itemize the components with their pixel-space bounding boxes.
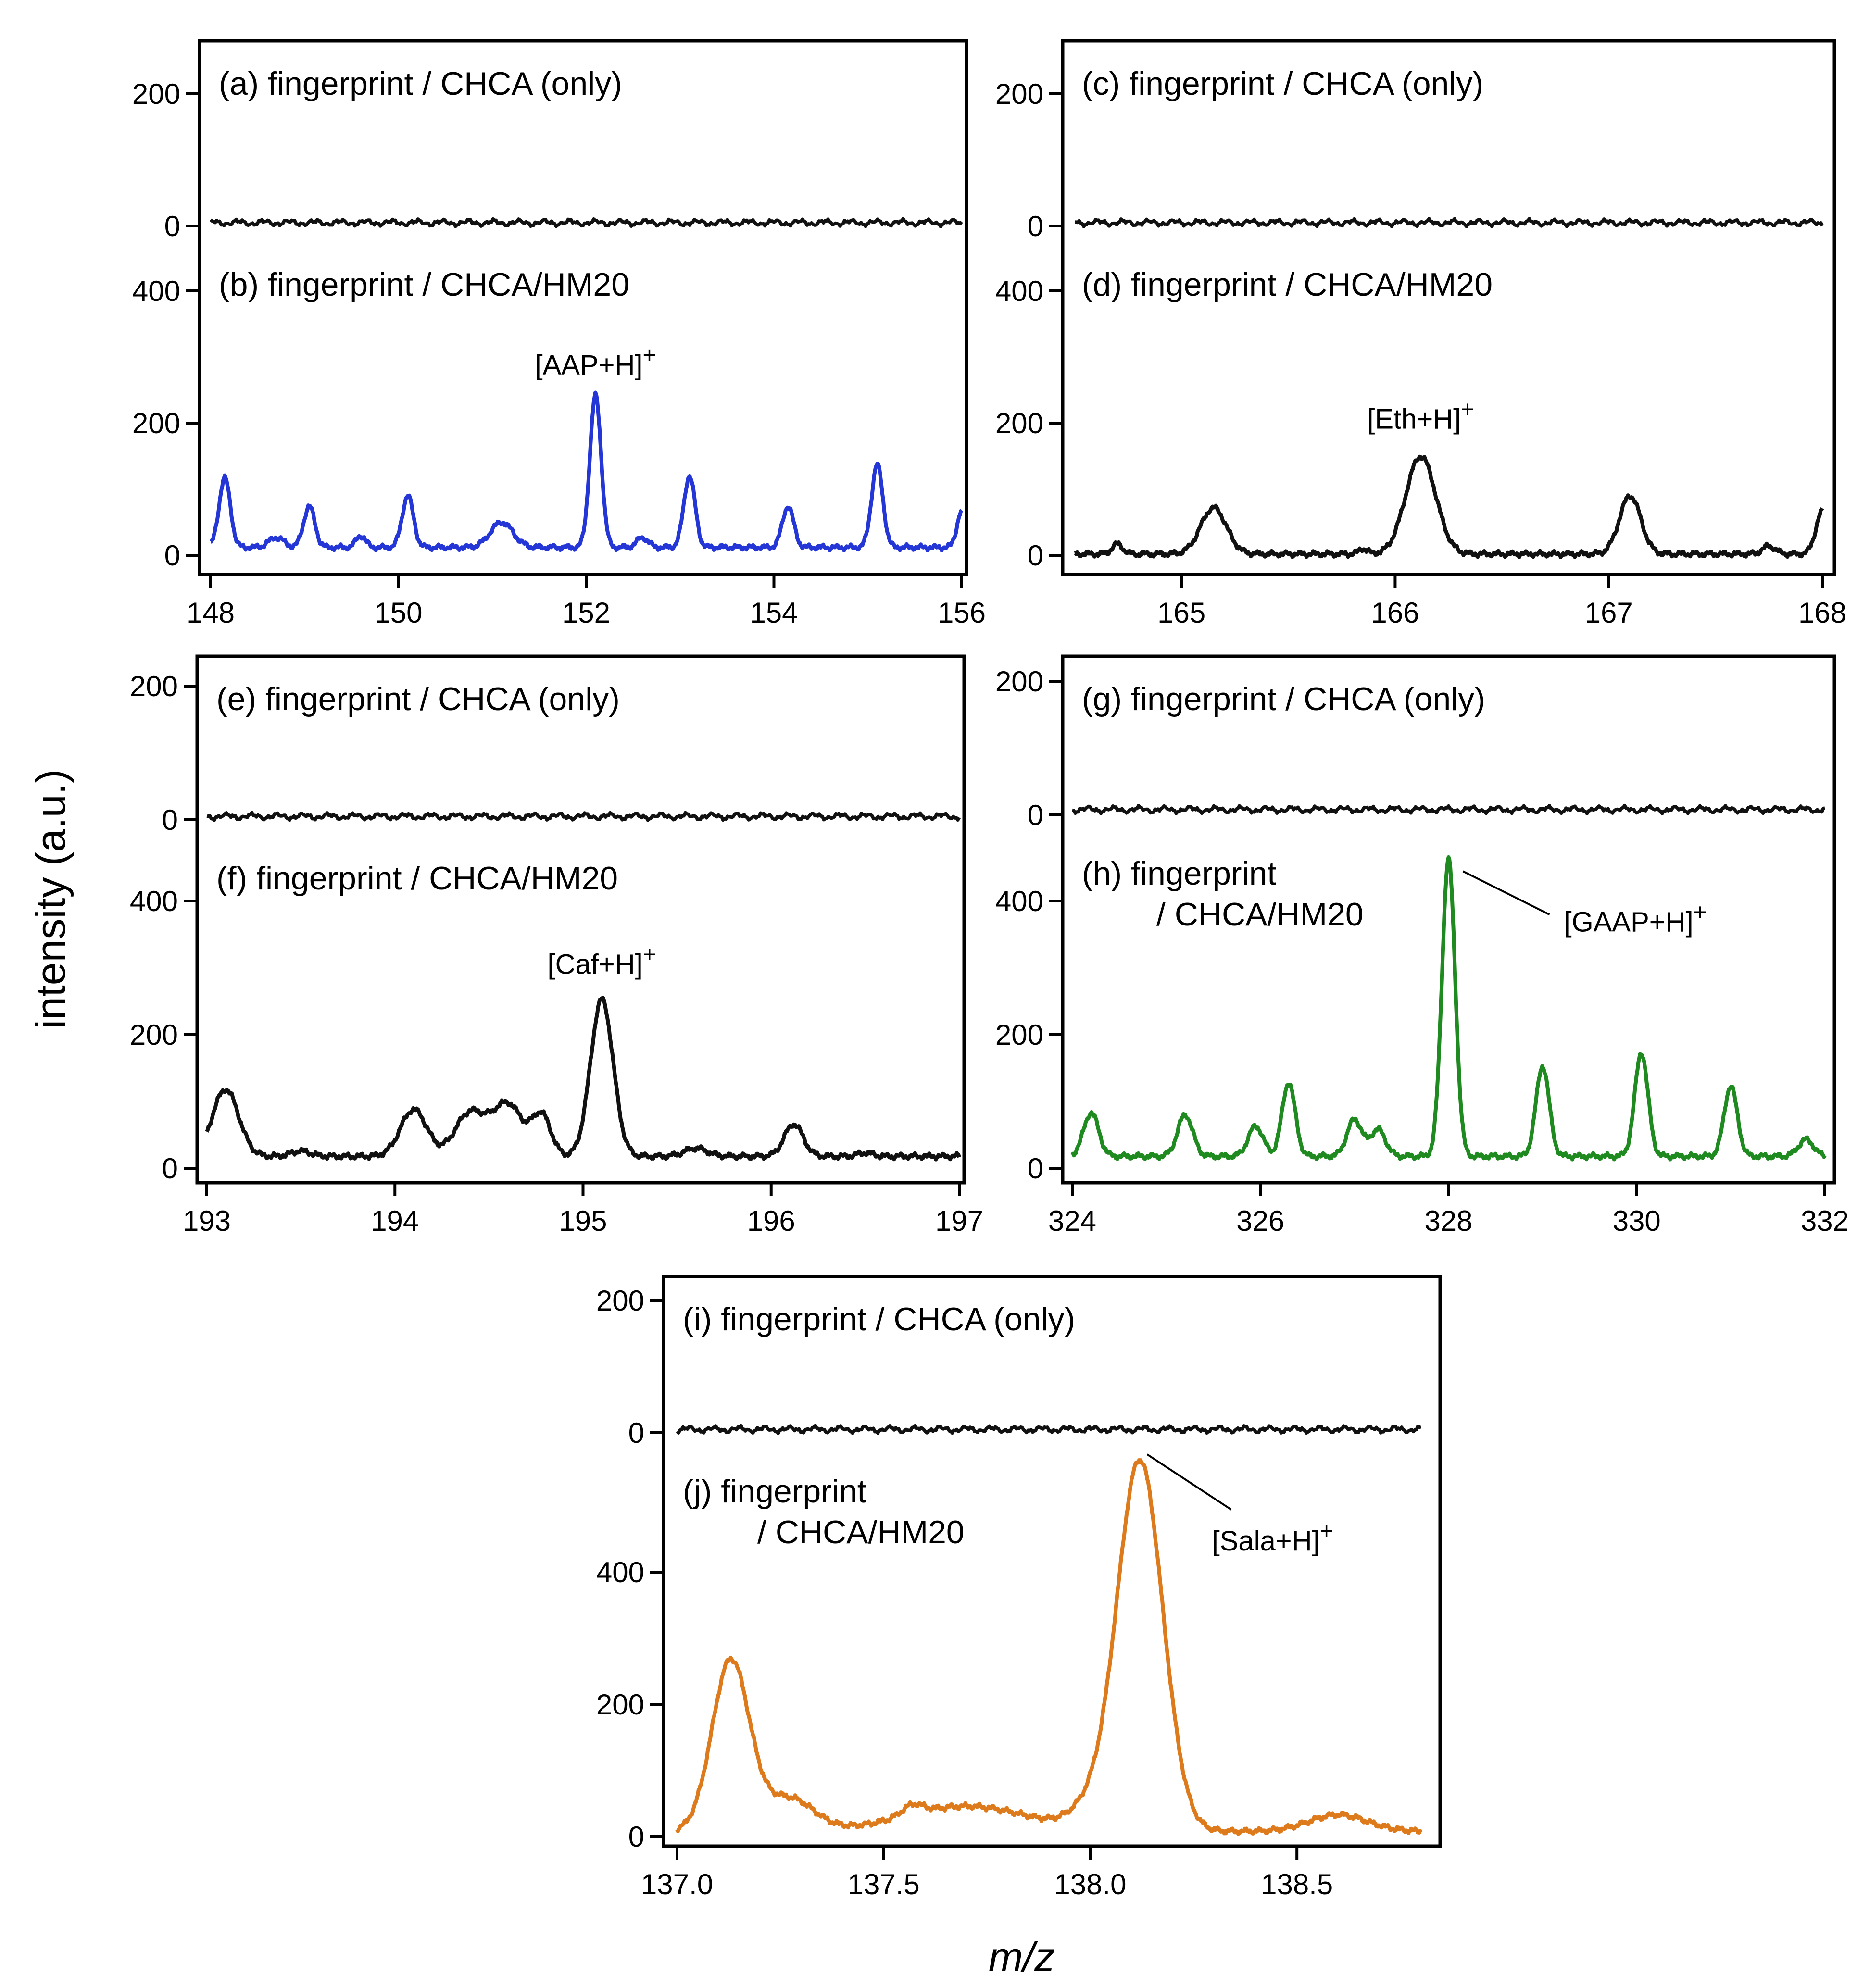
panels: 148 150 152 154 156 0 200 0 200 400 (a) fingerprin… (130, 39, 1849, 1900)
y-tick-label: 200 (132, 78, 180, 110)
peak-annotation: [GAAP+H]+ (1564, 900, 1707, 938)
x-tick-label: 330 (1613, 1205, 1661, 1237)
plot-frame (1061, 39, 1836, 576)
x-tick-label: 165 (1157, 597, 1205, 629)
series-control-trace (206, 811, 961, 822)
y-tick-label: 0 (162, 1152, 178, 1185)
y-tick-label: 200 (132, 407, 180, 439)
annotation-leader-line (1462, 870, 1550, 916)
x-tick-label: 137.0 (641, 1868, 713, 1900)
series-label-hm20: (d) fingerprint / CHCA/HM20 (1082, 266, 1493, 303)
x-tick-label: 167 (1585, 597, 1633, 629)
annotation-leader-line (1146, 1453, 1232, 1511)
y-tick-label: 400 (995, 885, 1043, 917)
y-tick-label: 0 (1028, 1152, 1043, 1185)
series-hm20-trace (1073, 454, 1824, 559)
series-control-trace (676, 1424, 1421, 1435)
y-tick-label: 0 (164, 210, 180, 242)
y-tick-label: 0 (628, 1821, 644, 1853)
y-tick-label: 400 (995, 275, 1043, 307)
y-axis-title: intensity (a.u.) (28, 769, 74, 1029)
peak-annotation: [AAP+H]+ (535, 343, 656, 381)
y-tick-label: 400 (132, 275, 180, 307)
plot-frame (662, 1275, 1442, 1848)
y-tick-label: 200 (130, 670, 178, 702)
plot-frame (195, 654, 966, 1185)
y-tick-label: 0 (628, 1417, 644, 1449)
x-tick-label: 328 (1424, 1205, 1472, 1237)
x-tick-label: 156 (938, 597, 986, 629)
x-tick-label: 138.0 (1054, 1868, 1126, 1900)
y-tick-label: 400 (130, 885, 178, 917)
x-axis-title: m/z (989, 1934, 1055, 1980)
y-tick-label: 0 (162, 804, 178, 836)
y-tick-label: 0 (164, 539, 180, 572)
peak-annotation: [Sala+H]+ (1212, 1519, 1333, 1557)
y-tick-label: 0 (1028, 210, 1043, 242)
series-label-control: (c) fingerprint / CHCA (only) (1082, 65, 1483, 102)
x-tick-label: 138.5 (1261, 1868, 1333, 1900)
x-tick-label: 195 (559, 1205, 607, 1237)
x-tick-label: 148 (187, 597, 235, 629)
series-control-trace (209, 217, 963, 228)
series-label-hm20: (j) fingerprint (683, 1473, 866, 1510)
x-tick-label: 137.5 (848, 1868, 920, 1900)
series-label-control: (i) fingerprint / CHCA (only) (683, 1301, 1075, 1338)
y-tick-label: 200 (130, 1019, 178, 1051)
x-tick-label: 193 (183, 1205, 231, 1237)
series-label-hm20: (f) fingerprint / CHCA/HM20 (216, 860, 618, 897)
y-tick-label: 200 (995, 78, 1043, 110)
series-control-trace (1072, 803, 1825, 815)
x-tick-label: 152 (562, 597, 610, 629)
series-label-control: (g) fingerprint / CHCA (only) (1082, 681, 1485, 717)
x-tick-label: 166 (1371, 597, 1419, 629)
series-label-hm20-line2: / CHCA/HM20 (1156, 896, 1364, 933)
y-tick-label: 200 (596, 1285, 644, 1317)
series-label-control: (e) fingerprint / CHCA (only) (216, 681, 620, 717)
panel-ef: 193 194 195 196 197 0 200 0 200 400 (e) fingerprin… (130, 654, 983, 1237)
series-label-hm20: (h) fingerprint (1082, 855, 1276, 892)
y-tick-label: 0 (1028, 539, 1043, 572)
y-tick-label: 200 (596, 1688, 644, 1721)
y-tick-label: 0 (1028, 799, 1043, 831)
peak-annotation: [Caf+H]+ (547, 942, 656, 980)
x-tick-label: 154 (750, 597, 798, 629)
series-control-trace (1074, 217, 1824, 228)
x-tick-label: 196 (747, 1205, 795, 1237)
x-tick-label: 332 (1801, 1205, 1849, 1237)
series-hm20-trace (675, 1458, 1423, 1836)
peak-annotation: [Eth+H]+ (1367, 397, 1474, 435)
series-hm20-trace (209, 390, 964, 552)
x-tick-label: 326 (1236, 1205, 1284, 1237)
series-label-control: (a) fingerprint / CHCA (only) (219, 65, 622, 102)
x-tick-label: 168 (1798, 597, 1846, 629)
x-tick-label: 197 (935, 1205, 983, 1237)
y-tick-label: 200 (995, 665, 1043, 698)
y-tick-label: 200 (995, 407, 1043, 439)
panel-cd: 165 166 167 168 0 200 0 200 400 (c) fingerprint /… (995, 39, 1846, 629)
x-tick-label: 150 (374, 597, 422, 629)
y-tick-label: 200 (995, 1019, 1043, 1051)
plot-frame (198, 39, 968, 576)
x-tick-label: 324 (1048, 1205, 1096, 1237)
series-hm20-trace (1070, 855, 1827, 1162)
series-hm20-trace (205, 996, 961, 1162)
panel-ab: 148 150 152 154 156 0 200 0 200 400 (a) fingerprin… (132, 39, 986, 629)
y-tick-label: 400 (596, 1556, 644, 1588)
x-tick-label: 194 (371, 1205, 419, 1237)
series-label-hm20-line2: / CHCA/HM20 (757, 1514, 965, 1550)
panel-ij: 137.0 137.5 138.0 138.5 0 200 0 200 400 (i) finge… (596, 1275, 1442, 1900)
series-label-hm20: (b) fingerprint / CHCA/HM20 (219, 266, 629, 303)
panel-gh: 324 326 328 330 332 0 200 0 200 400 (g) fingerprin… (995, 654, 1849, 1237)
